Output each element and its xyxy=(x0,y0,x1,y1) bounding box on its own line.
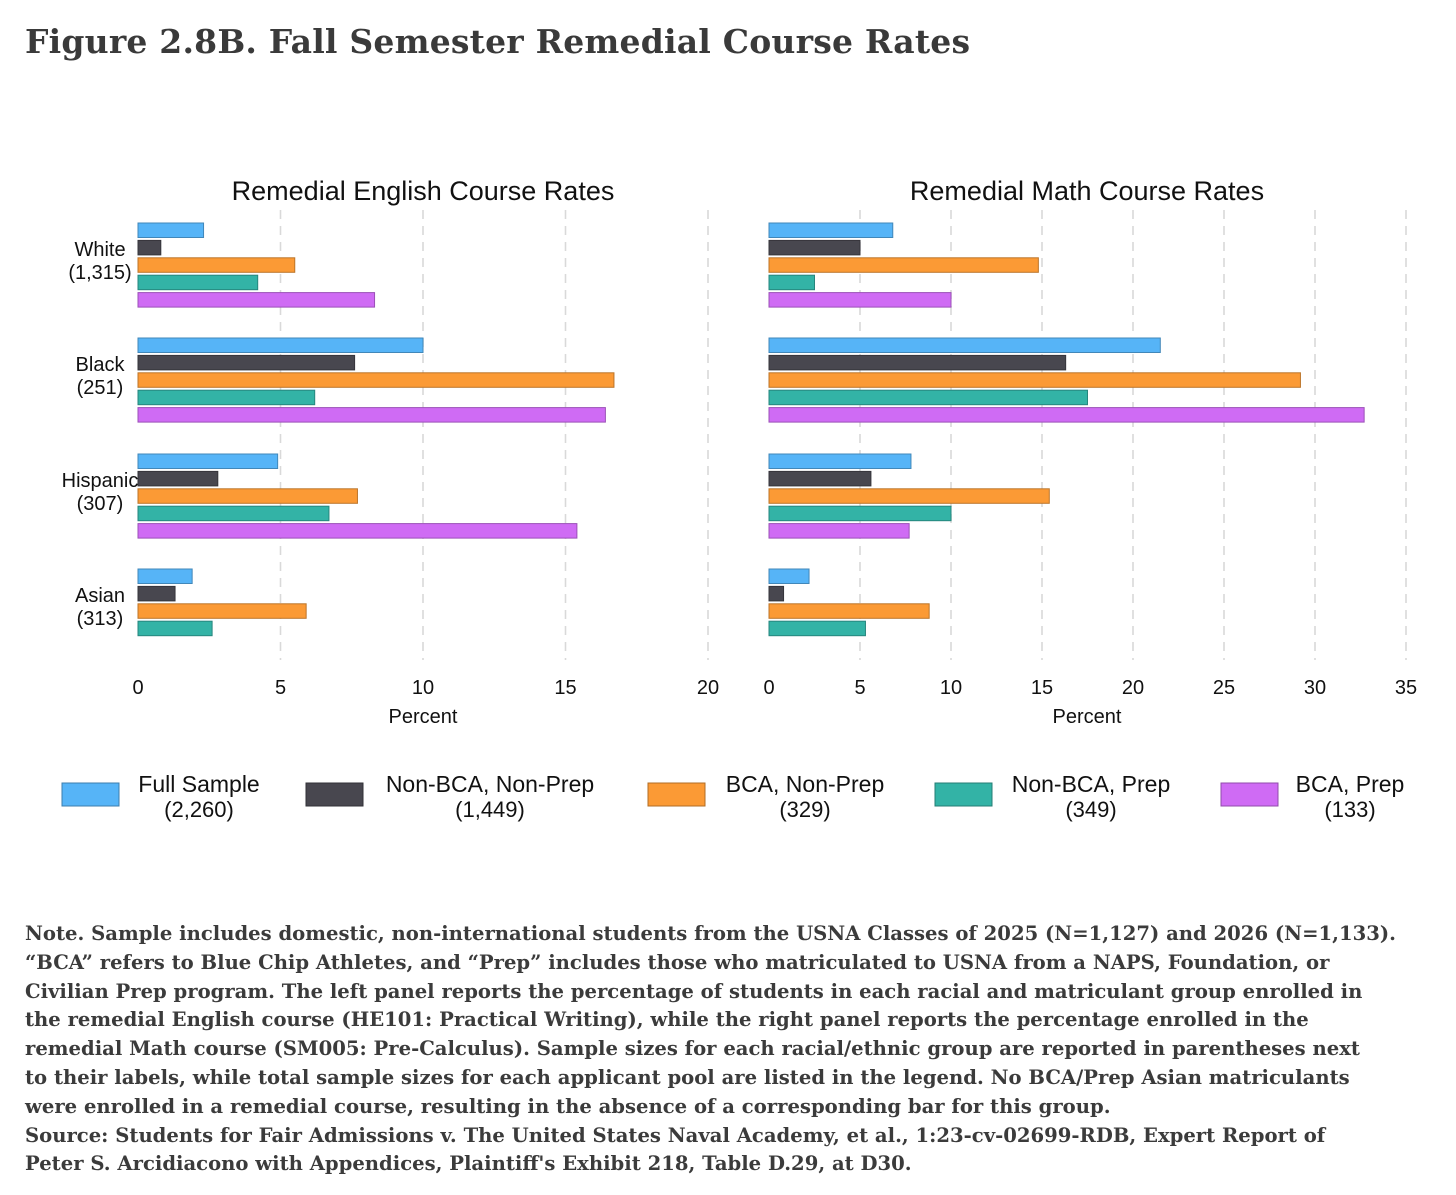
bar xyxy=(137,239,162,256)
legend-swatch xyxy=(305,782,364,807)
bar xyxy=(137,603,307,619)
bar xyxy=(137,585,176,602)
bar xyxy=(137,257,296,273)
note-line: the remedial English course (HE101: Prac… xyxy=(25,1008,1309,1032)
bar xyxy=(768,222,894,238)
bar xyxy=(768,292,952,308)
category-count: (251) xyxy=(77,377,124,399)
category-name: Asian xyxy=(75,585,125,607)
legend-count: (1,449) xyxy=(455,797,525,822)
category-label: Hispanic (307) xyxy=(62,470,139,515)
x-axis-label: Percent xyxy=(389,706,458,728)
note-line: Source: Students for Fair Admissions v. … xyxy=(25,1123,1326,1147)
bar xyxy=(137,274,259,291)
x-tick-label: 10 xyxy=(412,677,434,699)
bar xyxy=(137,505,330,522)
category-name: Hispanic xyxy=(62,470,139,492)
legend-count: (329) xyxy=(779,797,830,822)
bar xyxy=(768,274,815,291)
category-name: White xyxy=(74,239,125,261)
x-tick-label: 35 xyxy=(1395,677,1417,699)
bar xyxy=(137,292,376,308)
bar xyxy=(137,453,279,469)
legend-label: Non-BCA, Prep xyxy=(1012,771,1171,797)
bar xyxy=(137,337,424,353)
bar xyxy=(768,389,1088,406)
legend-count: (2,260) xyxy=(164,797,234,822)
bar xyxy=(137,568,193,584)
x-tick-label: 20 xyxy=(1122,677,1144,699)
legend-label: BCA, Prep xyxy=(1296,771,1405,797)
legend-label: Non-BCA, Non-Prep xyxy=(386,771,594,797)
x-axis-label: Percent xyxy=(1053,706,1122,728)
bar xyxy=(768,488,1050,504)
panel-title: Remedial English Course Rates xyxy=(232,176,615,206)
x-tick-label: 20 xyxy=(697,677,719,699)
x-tick-label: 0 xyxy=(132,677,143,699)
category-count: (1,315) xyxy=(68,262,131,284)
legend-swatch xyxy=(1220,782,1279,807)
x-tick-label: 0 xyxy=(763,677,774,699)
x-tick-label: 15 xyxy=(1031,677,1053,699)
note-line: Peter S. Arcidiacono with Appendices, Pl… xyxy=(25,1152,912,1176)
note-line: Civilian Prep program. The left panel re… xyxy=(25,979,1363,1003)
x-tick-label: 15 xyxy=(554,677,576,699)
bar xyxy=(137,407,606,423)
category-label: White (1,315) xyxy=(68,239,131,284)
bar xyxy=(137,222,205,238)
legend-swatch xyxy=(647,782,706,807)
category-count: (313) xyxy=(77,608,124,630)
bar xyxy=(137,389,316,406)
bar xyxy=(768,337,1161,353)
note-line: were enrolled in a remedial course, resu… xyxy=(25,1094,1111,1118)
figure-title: Figure 2.8B. Fall Semester Remedial Cour… xyxy=(25,22,971,61)
bar xyxy=(768,523,910,539)
bar xyxy=(137,354,356,371)
figure-note: Note. Sample includes domestic, non-inte… xyxy=(25,920,1453,1179)
category-name: Black xyxy=(76,354,126,376)
bar xyxy=(137,523,578,539)
bar xyxy=(137,372,615,388)
note-line: remedial Math course (SM005: Pre-Calculu… xyxy=(25,1037,1360,1061)
bar xyxy=(137,470,219,487)
legend-count: (349) xyxy=(1065,797,1116,822)
bar xyxy=(768,568,810,584)
bar xyxy=(768,407,1365,423)
bar xyxy=(768,505,952,522)
legend-swatch xyxy=(61,782,120,807)
x-tick-label: 30 xyxy=(1304,677,1326,699)
bar xyxy=(768,354,1067,371)
category-label: Asian (313) xyxy=(75,585,125,630)
bar xyxy=(768,372,1301,388)
bar xyxy=(137,488,358,504)
category-count: (307) xyxy=(77,493,124,515)
bar xyxy=(768,603,930,619)
note-line: “BCA” refers to Blue Chip Athletes, and … xyxy=(25,950,1330,974)
panel-title: Remedial Math Course Rates xyxy=(910,176,1264,206)
x-tick-label: 25 xyxy=(1213,677,1235,699)
bar xyxy=(768,470,872,487)
legend-count: (133) xyxy=(1324,797,1375,822)
note-line: Note. Sample includes domestic, non-inte… xyxy=(25,922,1396,945)
legend-label: Full Sample xyxy=(138,771,259,797)
legend-swatch xyxy=(934,782,993,807)
bar xyxy=(768,620,866,637)
category-label: Black (251) xyxy=(76,354,126,399)
legend-label: BCA, Non-Prep xyxy=(726,771,885,797)
x-tick-label: 5 xyxy=(275,677,286,699)
x-tick-label: 10 xyxy=(940,677,962,699)
bar xyxy=(137,620,213,637)
bar xyxy=(768,257,1039,273)
bar xyxy=(768,239,861,256)
x-tick-label: 5 xyxy=(854,677,865,699)
bar xyxy=(768,585,785,602)
note-line: to their labels, while total sample size… xyxy=(25,1065,1350,1089)
bar xyxy=(768,453,912,469)
